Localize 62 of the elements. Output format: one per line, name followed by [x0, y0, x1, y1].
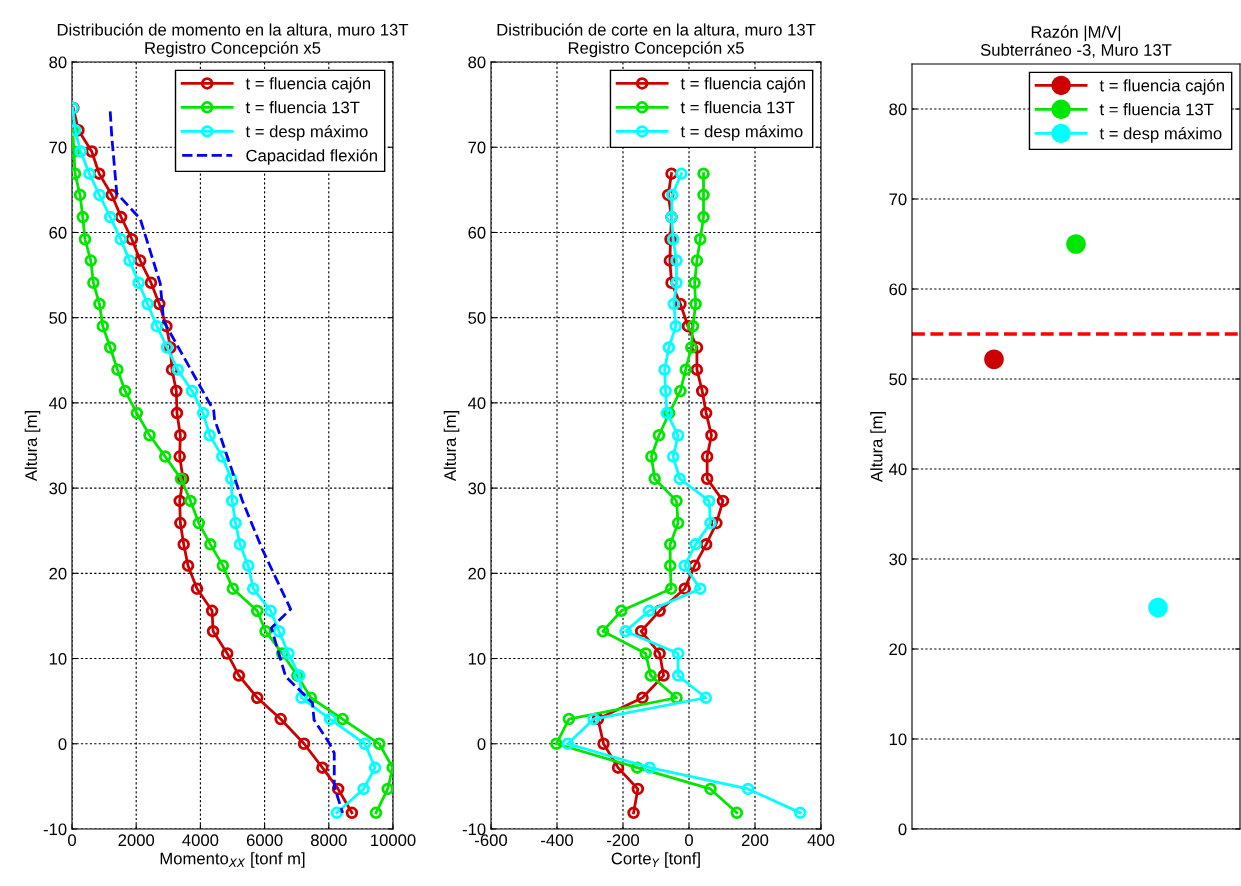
x-tick-label: 10000 — [371, 834, 416, 847]
y-tick-label: 60 — [49, 226, 67, 239]
chart-title: Razón |M/V| — [1031, 25, 1121, 42]
y-tick-label: 40 — [48, 397, 67, 410]
y-tick-label: 10 — [49, 652, 67, 665]
x-tick-label: 8000 — [310, 834, 347, 847]
y-tick-label: 30 — [468, 482, 486, 495]
y-tick-label: 80 — [468, 56, 486, 69]
y-tick-label: 50 — [889, 373, 907, 386]
y-tick-label: 0 — [898, 823, 907, 836]
y-tick-label: 40 — [467, 397, 486, 410]
y-tick-label: 80 — [49, 56, 67, 69]
chart-title: Distribución de momento en la altura, muro 13T — [57, 23, 409, 38]
legend-label: t = fluencia cajón — [680, 77, 805, 93]
x-tick-label: 6000 — [246, 834, 283, 847]
legend-label: t = desp máximo — [245, 124, 368, 141]
y-tick-label: -10 — [43, 823, 67, 836]
x-tick-label: -200 — [607, 834, 640, 847]
y-tick-label: 50 — [468, 312, 486, 324]
chart-subtitle: Registro Concepción x5 — [145, 41, 321, 58]
chart-subtitle: Registro Concepción x5 — [568, 41, 744, 58]
x-axis-title: Momento$_{XX}$ [tonf m] — [160, 852, 305, 868]
x-tick-label: 200 — [741, 834, 769, 847]
y-tick-label: 70 — [49, 141, 67, 154]
legend-label: t = desp máximo — [1099, 126, 1222, 143]
y-tick-label: 10 — [468, 652, 486, 665]
legend-label: t = fluencia 13T — [245, 101, 360, 114]
x-tick-label: 0 — [685, 834, 693, 847]
y-tick-label: 30 — [49, 482, 67, 495]
y-tick-label: 10 — [889, 733, 907, 746]
y-tick-label: 0 — [477, 738, 486, 750]
x-tick-label: 400 — [807, 834, 835, 847]
y-tick-label: 80 — [889, 103, 907, 116]
y-tick-label: -10 — [462, 823, 486, 836]
legend-label: t = fluencia cajón — [245, 77, 370, 93]
legend-label: t = fluencia 13T — [680, 101, 795, 114]
y-tick-label: 0 — [58, 738, 67, 750]
legend-label: t = fluencia 13T — [1099, 103, 1214, 116]
y-tick-label: 60 — [889, 283, 907, 296]
x-tick-label: 2000 — [118, 834, 155, 847]
y-tick-label: 20 — [49, 567, 67, 580]
y-tick-label: 30 — [889, 553, 907, 566]
x-tick-label: -600 — [475, 834, 508, 847]
y-tick-label: 60 — [468, 226, 486, 239]
legend-label: t = desp máximo — [680, 124, 803, 141]
chart-subtitle: Subterráneo -3, Muro 13T — [980, 43, 1172, 58]
y-axis-title: Altura [m] — [443, 411, 460, 482]
y-tick-label: 70 — [468, 141, 486, 154]
legend-label: Capacidad flexión — [246, 149, 377, 165]
y-axis-title: Altura [m] — [870, 412, 886, 483]
y-axis-title: Altura [m] — [24, 411, 41, 482]
y-tick-label: 50 — [49, 312, 67, 324]
chart-title: Distribución de corte en la altura, muro 13T — [497, 23, 816, 38]
x-tick-label: 4000 — [182, 834, 219, 847]
x-tick-label: -400 — [541, 834, 574, 847]
y-tick-label: 70 — [889, 193, 907, 206]
y-tick-label: 20 — [889, 643, 907, 656]
legend-label: t = fluencia cajón — [1099, 79, 1224, 95]
x-tick-label: 0 — [68, 834, 76, 847]
x-axis-title: Corte$_{Y}$ [tonf] — [611, 852, 700, 868]
y-tick-label: 20 — [468, 567, 486, 580]
y-tick-label: 40 — [888, 463, 907, 476]
